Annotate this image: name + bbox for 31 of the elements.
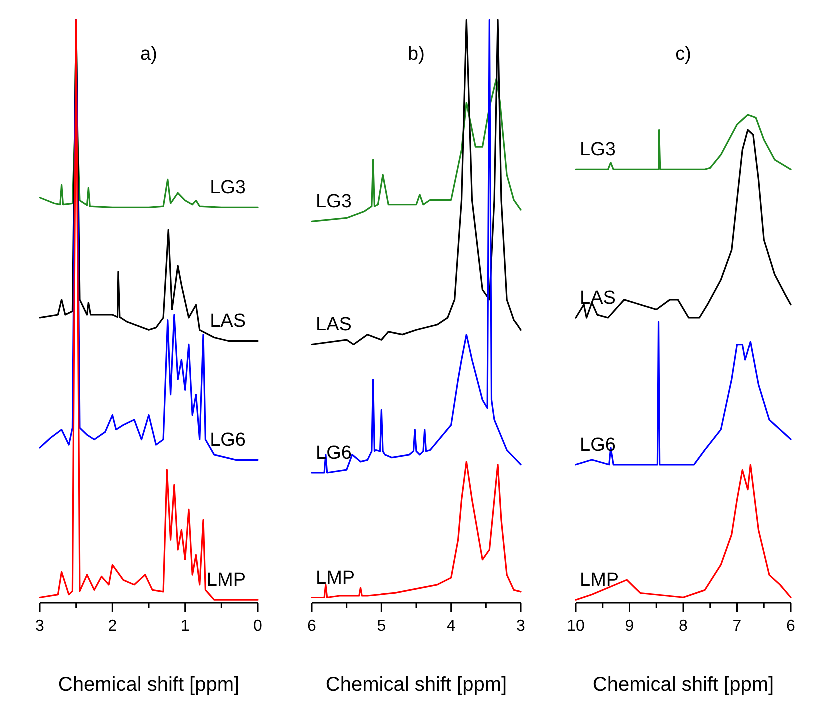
x-tick-label: 9	[625, 618, 634, 635]
series-label: LAS	[580, 288, 616, 310]
x-tick-label: 4	[446, 618, 456, 635]
x-tick-label: 3	[516, 618, 526, 635]
series-label: LMP	[316, 568, 356, 589]
series-label: LG3	[210, 178, 246, 199]
series-label: LG6	[316, 442, 352, 464]
series-label: LAS	[316, 314, 352, 336]
series-label: LMP	[580, 570, 620, 592]
x-tick-label: 10	[567, 618, 585, 635]
x-tick-label: 7	[732, 618, 742, 635]
series-label: LMP	[206, 570, 246, 592]
x-tick-label: 6	[786, 618, 796, 635]
x-axis-title: Chemical shift [ppm]	[326, 674, 508, 696]
x-axis-title: Chemical shift [ppm]	[592, 674, 774, 696]
series-label: LG3	[316, 192, 352, 213]
series-label: LG3	[580, 140, 616, 161]
x-tick-label: 2	[108, 618, 118, 635]
x-tick-label: 1	[180, 618, 190, 635]
series-label: LAS	[210, 311, 246, 332]
x-tick-label: 3	[36, 618, 45, 635]
series-label: LG6	[580, 434, 616, 456]
text: a)	[140, 44, 158, 65]
chart-title: c)	[676, 44, 692, 65]
x-tick-label: 6	[308, 618, 317, 635]
x-tick-label: 8	[679, 618, 688, 635]
x-axis-title: Chemical shift [ppm]	[58, 674, 240, 696]
text: b)	[408, 44, 425, 65]
x-tick-label: 5	[377, 618, 386, 635]
x-tick-label: 0	[254, 618, 263, 635]
series-label: LG6	[210, 430, 246, 452]
